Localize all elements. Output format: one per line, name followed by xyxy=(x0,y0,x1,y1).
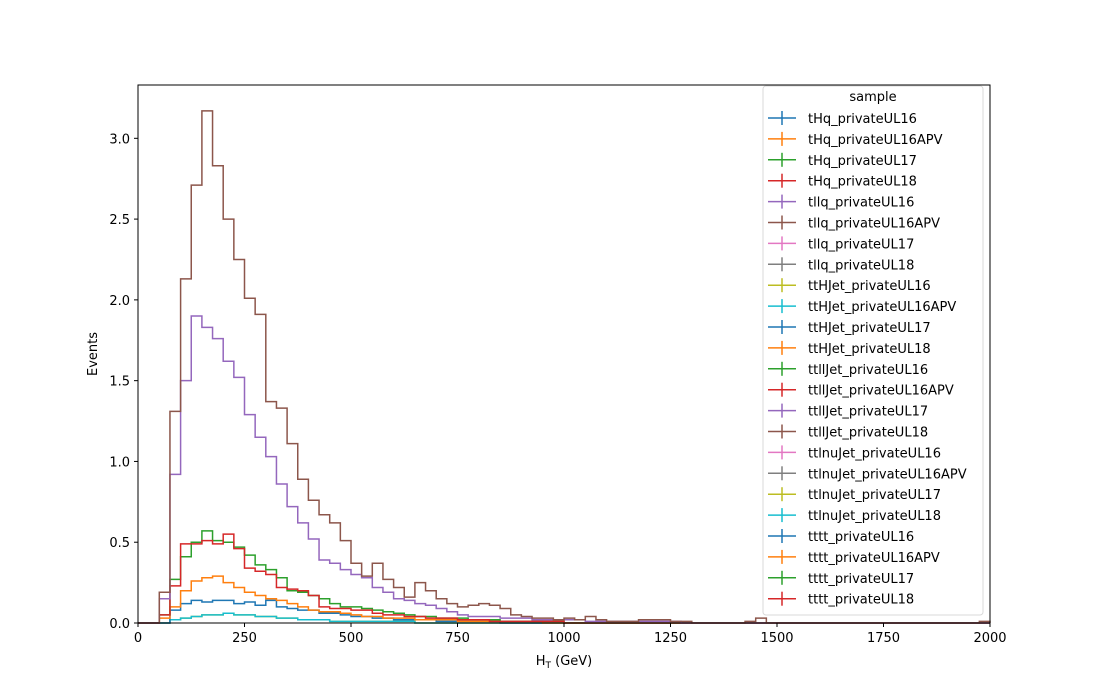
legend-entry: ttllJet_privateUL16 xyxy=(768,361,928,378)
legend-entry: ttlnuJet_privateUL16 xyxy=(768,445,941,461)
x-tick-label: 1500 xyxy=(760,631,793,646)
legend-label: ttlnuJet_privateUL17 xyxy=(808,488,941,503)
legend-label: ttlnuJet_privateUL16APV xyxy=(808,467,967,482)
legend-entry: ttHJet_privateUL16 xyxy=(768,278,931,294)
x-tick-label: 1750 xyxy=(867,631,900,646)
legend-entry: ttHJet_privateUL17 xyxy=(768,320,931,336)
x-axis-label-main: H xyxy=(536,654,546,669)
legend-label: ttHJet_privateUL16APV xyxy=(808,300,956,315)
y-axis-label: Events xyxy=(86,332,101,376)
legend-entry: tttt_privateUL17 xyxy=(768,570,914,587)
legend-label: ttHJet_privateUL16 xyxy=(808,279,931,294)
x-tick-label: 2000 xyxy=(973,631,1006,646)
legend-label: tttt_privateUL16APV xyxy=(808,551,940,566)
x-axis-label-unit: (GeV) xyxy=(551,654,592,669)
legend-label: ttllJet_privateUL16APV xyxy=(808,384,954,399)
legend-title: sample xyxy=(849,90,896,105)
legend-entry: tHq_privateUL16APV xyxy=(768,131,943,148)
legend-entry: tttt_privateUL16APV xyxy=(768,549,940,566)
x-tick-label: 0 xyxy=(134,631,142,646)
legend-entry: ttlnuJet_privateUL17 xyxy=(768,487,941,503)
x-axis-label-sub: T xyxy=(545,661,552,671)
legend-entry: tHq_privateUL17 xyxy=(768,152,917,169)
legend-entries: tHq_privateUL16 tHq_privateUL16APV tHq_pri… xyxy=(768,111,967,608)
legend-entry: ttHJet_privateUL16APV xyxy=(768,299,956,315)
legend-label: tttt_privateUL17 xyxy=(808,572,914,587)
legend-entry: tllq_privateUL16 xyxy=(768,194,914,211)
y-axis-ticks: 0.0 0.5 1.0 1.5 2.0 2.5 3.0 xyxy=(109,132,138,632)
legend-entry: tllq_privateUL16APV xyxy=(768,215,940,232)
x-tick-label: 250 xyxy=(232,631,257,646)
legend-label: ttllJet_privateUL17 xyxy=(808,405,928,420)
legend-label: tHq_privateUL16 xyxy=(808,112,917,127)
y-tick-label: 2.5 xyxy=(109,213,130,228)
y-tick-label: 0.0 xyxy=(109,617,130,632)
legend-entry: tHq_privateUL16 xyxy=(768,111,917,127)
x-tick-label: 750 xyxy=(445,631,470,646)
legend-entry: ttllJet_privateUL17 xyxy=(768,403,928,420)
y-tick-label: 3.0 xyxy=(109,132,130,147)
legend-label: ttHJet_privateUL18 xyxy=(808,342,931,357)
legend-label: ttlnuJet_privateUL16 xyxy=(808,446,941,461)
legend-label: tttt_privateUL18 xyxy=(808,593,914,608)
legend-label: ttllJet_privateUL18 xyxy=(808,426,928,441)
legend-label: tllq_privateUL16APV xyxy=(808,217,940,232)
legend-label: tHq_privateUL18 xyxy=(808,175,917,190)
y-tick-label: 0.5 xyxy=(109,536,130,551)
x-tick-label: 500 xyxy=(339,631,364,646)
legend-label: tllq_privateUL17 xyxy=(808,237,914,252)
legend-entry: ttllJet_privateUL16APV xyxy=(768,382,954,399)
legend: sample tHq_privateUL16 tHq_privateUL16APV… xyxy=(762,85,984,616)
legend-entry: tttt_privateUL16 xyxy=(768,529,914,545)
x-tick-label: 1000 xyxy=(547,631,580,646)
legend-entry: ttlnuJet_privateUL16APV xyxy=(768,466,967,482)
y-tick-label: 2.0 xyxy=(109,294,130,309)
legend-label: tttt_privateUL16 xyxy=(808,530,914,545)
x-tick-label: 1250 xyxy=(654,631,687,646)
legend-label: tHq_privateUL16APV xyxy=(808,133,943,148)
legend-entry: ttllJet_privateUL18 xyxy=(768,424,928,441)
legend-label: tllq_privateUL16 xyxy=(808,196,914,211)
legend-label: ttllJet_privateUL16 xyxy=(808,363,928,378)
y-tick-label: 1.0 xyxy=(109,455,130,470)
x-axis-ticks: 0 250 500 750 1000 1250 1500 1750 2000 xyxy=(134,623,1007,646)
legend-entry: tHq_privateUL18 xyxy=(768,173,917,190)
legend-label: ttHJet_privateUL17 xyxy=(808,321,931,336)
legend-label: ttlnuJet_privateUL18 xyxy=(808,509,941,524)
legend-label: tllq_privateUL18 xyxy=(808,258,914,273)
legend-entry: tttt_privateUL18 xyxy=(768,591,914,608)
legend-label: tHq_privateUL17 xyxy=(808,154,917,169)
legend-box xyxy=(762,85,984,616)
legend-entry: tllq_privateUL17 xyxy=(768,236,914,252)
legend-entry: ttHJet_privateUL18 xyxy=(768,340,931,357)
legend-entry: ttlnuJet_privateUL18 xyxy=(768,508,941,524)
x-axis-label: HT (GeV) xyxy=(536,654,593,671)
y-tick-label: 1.5 xyxy=(109,375,130,390)
legend-entry: tllq_privateUL18 xyxy=(768,257,914,273)
